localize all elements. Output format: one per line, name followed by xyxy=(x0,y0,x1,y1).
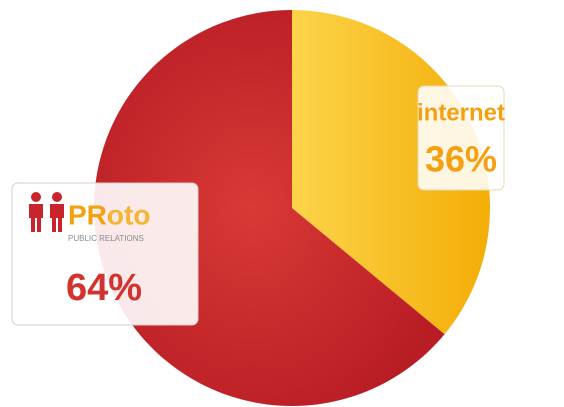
value-label: 36% xyxy=(425,139,497,180)
label-box xyxy=(417,85,505,191)
category-label: internet xyxy=(417,99,505,126)
brand-name: PRoto xyxy=(68,199,150,230)
brand-tagline: PUBLIC RELATIONS xyxy=(68,234,144,243)
value-label: 64% xyxy=(66,267,142,309)
brand-icon xyxy=(29,192,64,232)
